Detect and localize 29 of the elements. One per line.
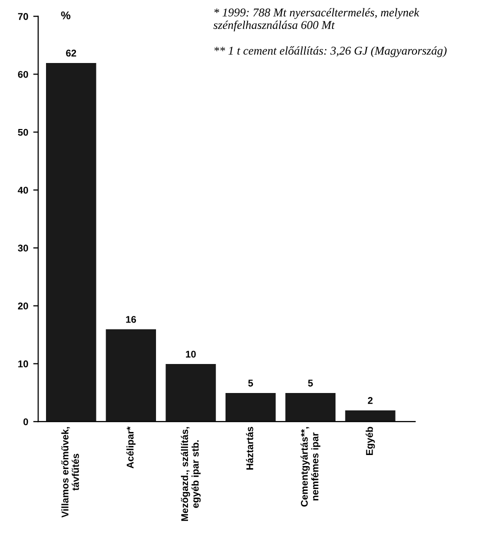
x-tick-label: Háztartás — [246, 426, 254, 470]
data-label: 5 — [248, 380, 254, 387]
y-tick-label: 0 — [23, 418, 28, 426]
y-tick-label: 20 — [18, 302, 28, 310]
y-tick-label: 40 — [18, 186, 28, 194]
y-tick-label: 10 — [18, 360, 28, 368]
y-tick-label: 70 — [18, 13, 28, 20]
bar — [164, 363, 217, 422]
bar — [344, 410, 396, 422]
data-label: 16 — [126, 316, 136, 323]
data-label: 2 — [368, 397, 373, 404]
y-tick-label: 30 — [18, 244, 28, 252]
bar — [105, 328, 157, 422]
y-tick-label: 60 — [18, 70, 28, 78]
x-tick-label: Villamos erőművek, távfűtés — [61, 427, 79, 518]
y-tick-label: 50 — [18, 128, 28, 136]
bar — [224, 392, 276, 422]
y-axis-title: % — [61, 11, 70, 20]
annotation: ** 1 t cement előállítás: 3,26 GJ (Magyarország) — [214, 46, 447, 58]
annotation: * 1999: 788 Mt nyersacéltermelés, melynek szénfelhasználása 600 Mt — [213, 8, 420, 32]
x-tick-label: Mezőgazd., szállítás, egyéb ipar stb. — [180, 427, 201, 521]
bar — [284, 392, 336, 422]
data-label: 10 — [186, 350, 196, 358]
x-tick-label: Acélipar* — [126, 426, 136, 468]
data-label: 62 — [66, 50, 76, 57]
x-tick-label: Cementgyártás**, nemfémes ipar — [300, 427, 320, 507]
x-tick-label: Egyéb — [366, 426, 375, 455]
data-label: 5 — [308, 380, 313, 387]
bar — [45, 62, 97, 422]
